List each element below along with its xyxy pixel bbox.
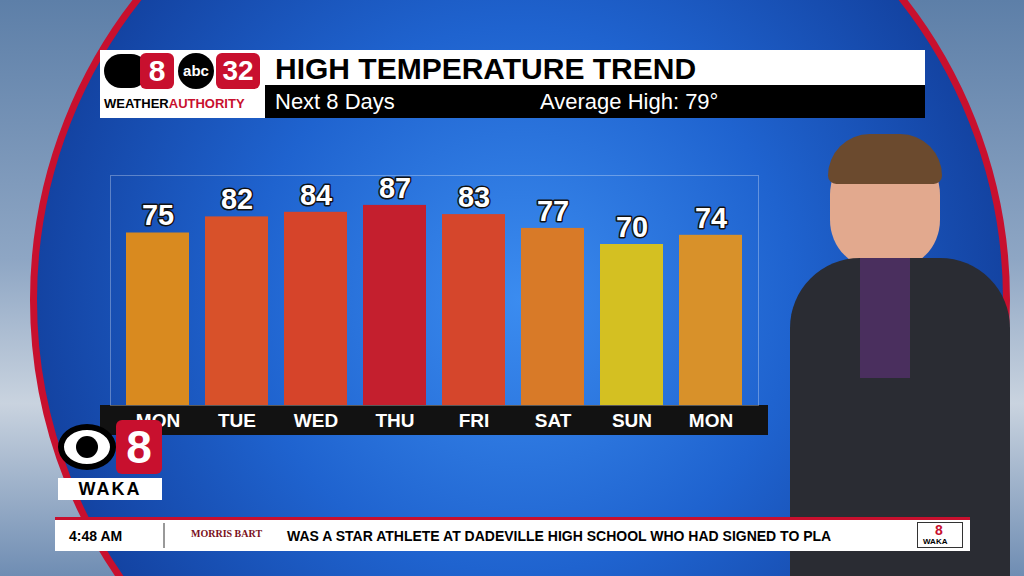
svg-text:SAT: SAT	[535, 410, 572, 431]
html-text:HIGH TEMPERATURE TREND: HIGH TEMPERATURE TREND	[275, 52, 697, 85]
svg-text:WED: WED	[294, 410, 338, 431]
svg-text:83: 83	[458, 181, 490, 213]
html-text:WAKA: WAKA	[923, 537, 948, 546]
svg-text:FRI: FRI	[459, 410, 490, 431]
svg-text:THU: THU	[375, 410, 414, 431]
svg-text:87: 87	[379, 172, 411, 204]
svg-text:84: 84	[300, 179, 332, 211]
svg-text:77: 77	[537, 195, 569, 227]
svg-text:TUE: TUE	[218, 410, 256, 431]
html-text:WEATHER AUTHORITY: WEATHER AUTHORITY	[104, 96, 245, 111]
html-text:8: 8	[148, 54, 166, 87]
svg-text:SUN: SUN	[612, 410, 652, 431]
html-text:WAS A STAR ATHLETE AT DADEVILL: WAS A STAR ATHLETE AT DADEVILLE HIGH SCH…	[287, 528, 832, 544]
html-text:WAKA: WAKA	[78, 479, 142, 499]
svg-text:74: 74	[695, 202, 727, 234]
svg-text:70: 70	[616, 211, 648, 243]
html-text:Next 8 Days: Next 8 Days	[275, 89, 395, 114]
html-text:8: 8	[126, 421, 152, 473]
svg-text:MON: MON	[689, 410, 733, 431]
svg-text:82: 82	[221, 183, 253, 215]
html-text:32: 32	[222, 55, 254, 86]
html-text:Average High: 79°: Average High: 79°	[540, 89, 719, 114]
svg-text:75: 75	[142, 199, 174, 231]
html-text:8: 8	[935, 522, 943, 538]
html-text:MORRIS BART: MORRIS BART	[191, 528, 262, 539]
html-text:abc: abc	[183, 62, 209, 79]
html-text:4:48 AM: 4:48 AM	[69, 528, 123, 544]
